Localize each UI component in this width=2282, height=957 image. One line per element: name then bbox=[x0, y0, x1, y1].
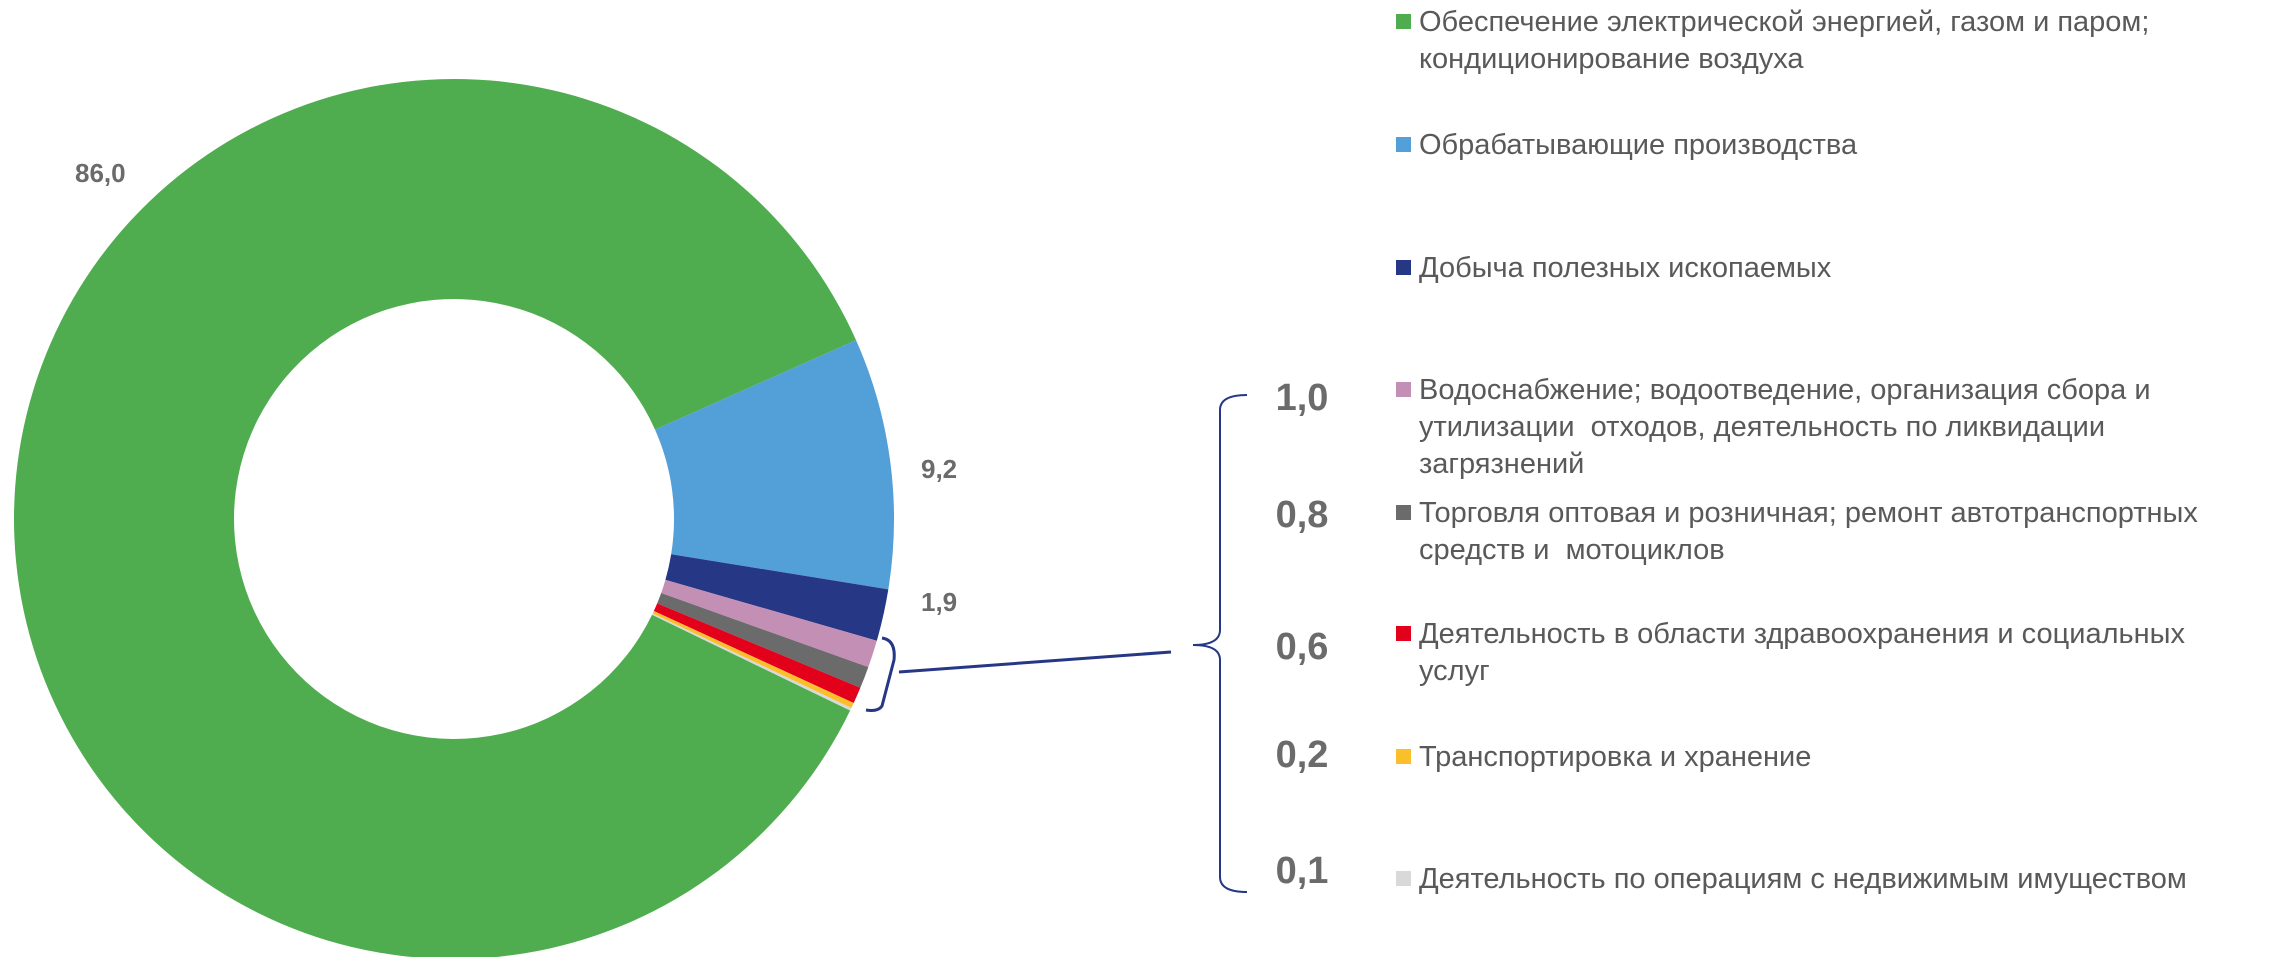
donut-slice bbox=[661, 579, 877, 668]
legend-label: Водоснабжение; водоотведение, организаци… bbox=[1419, 374, 2151, 480]
legend-label: Добыча полезных ископаемых bbox=[1419, 252, 1832, 284]
legend-label: Транспортировка и хранение bbox=[1419, 741, 1812, 773]
legend-label: Обрабатывающие производства bbox=[1419, 129, 1858, 161]
legend-swatch bbox=[1396, 626, 1411, 641]
legend-swatch bbox=[1396, 137, 1411, 152]
data-label: 1,9 bbox=[921, 587, 957, 617]
donut-slice bbox=[652, 613, 852, 711]
data-label: 0,6 bbox=[1276, 626, 1329, 668]
data-label: 86,0 bbox=[75, 158, 126, 188]
legend-swatch bbox=[1396, 749, 1411, 764]
legend-swatch bbox=[1396, 382, 1411, 397]
donut-slice bbox=[653, 603, 861, 703]
legend-swatch bbox=[1396, 871, 1411, 886]
bracket bbox=[1192, 394, 1248, 893]
data-label: 9,2 bbox=[921, 454, 957, 484]
donut-slice bbox=[657, 593, 869, 688]
small-bracket bbox=[865, 636, 896, 712]
connector bbox=[898, 650, 1172, 674]
legend-label: Торговля оптовая и розничная; ремонт авт… bbox=[1419, 497, 2198, 566]
legend-swatch bbox=[1396, 260, 1411, 275]
legend-swatch bbox=[1396, 505, 1411, 520]
data-label: 0,8 bbox=[1276, 494, 1329, 536]
legend-label: Деятельность по операциям с недвижимым и… bbox=[1419, 863, 2187, 895]
data-label: 0,1 bbox=[1276, 850, 1329, 892]
data-label: 1,0 bbox=[1276, 377, 1329, 419]
donut-slice bbox=[652, 610, 854, 709]
donut-slice bbox=[14, 79, 857, 957]
donut-slice bbox=[665, 554, 889, 641]
data-label: 0,2 bbox=[1276, 734, 1329, 776]
legend-label: Обеспечение электрической энергией, газо… bbox=[1419, 6, 2150, 75]
legend-label: Деятельность в области здравоохранения и… bbox=[1419, 618, 2185, 687]
legend-swatch bbox=[1396, 14, 1411, 29]
donut-slice bbox=[655, 340, 894, 590]
